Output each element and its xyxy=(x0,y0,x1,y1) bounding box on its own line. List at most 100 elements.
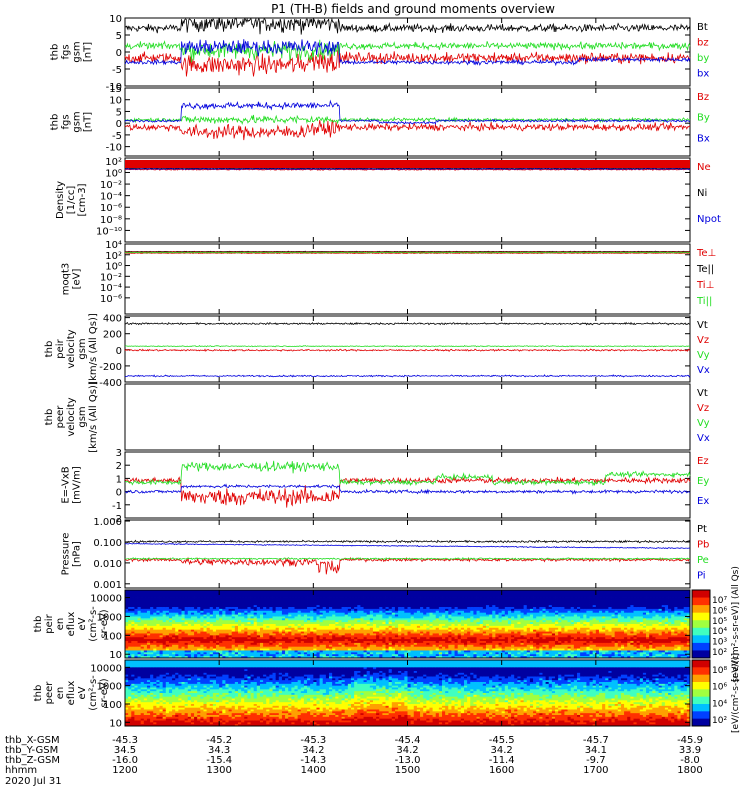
y-tick-label: 0.100 xyxy=(93,538,122,549)
legend-label: Pb xyxy=(697,540,709,551)
panel-frame xyxy=(125,88,690,156)
ylabel-line: thb xyxy=(50,114,61,131)
legend-label: Pe xyxy=(697,555,709,566)
legend-label: Te⊥ xyxy=(696,248,716,259)
ylabel-line: thb xyxy=(33,616,44,633)
y-tick-label: 10 xyxy=(109,96,122,107)
legend-label: Vz xyxy=(697,335,709,346)
legend-label: Ni xyxy=(697,188,707,199)
ylabel-line: (cm²-s- xyxy=(88,606,99,642)
ylabel-line: moqt3 xyxy=(61,263,72,296)
y-tick-label: 0 xyxy=(116,48,122,59)
ylabel-line: [1/cc] xyxy=(66,186,77,215)
panel-frame xyxy=(125,316,690,382)
y-tick-label: 200 xyxy=(103,330,122,341)
ylabel-line: Density xyxy=(55,181,66,219)
ylabel-line: en xyxy=(55,618,66,631)
y-tick-label: 400 xyxy=(103,314,122,325)
legend-label: Bt xyxy=(697,22,708,33)
y-tick-label: 5 xyxy=(116,107,122,118)
ylabel-line: E=-VxB xyxy=(61,466,72,503)
y-tick-label: 0 xyxy=(116,119,122,130)
panel-ylabel: Pressure[nPa] xyxy=(61,533,83,576)
legend-label: bx xyxy=(697,69,709,80)
legend-label: Vt xyxy=(697,320,708,331)
legend-label: Bx xyxy=(697,133,710,144)
y-tick-label: -200 xyxy=(99,362,122,373)
panel-ylabel: Density[1/cc][cm-3] xyxy=(55,181,88,219)
series-line-pt xyxy=(125,540,690,543)
panel-ylabel: thbfgsgsm[nT] xyxy=(50,41,94,62)
y-tick-label: 5 xyxy=(116,31,122,42)
panel-frame xyxy=(125,452,690,518)
plot-title: P1 (TH-B) fields and ground moments over… xyxy=(271,2,555,16)
legend-label: By xyxy=(697,113,710,124)
y-tick-label: 0 xyxy=(116,346,122,357)
y-tick-label: 10⁰ xyxy=(105,262,122,273)
legend-label: Ne xyxy=(697,162,711,173)
y-tick-label: 0.010 xyxy=(93,559,122,570)
y-tick-label: 0 xyxy=(116,488,122,499)
panel-dens: Density[1/cc][cm-3]10²10⁰10⁻²10⁻⁴10⁻⁶10⁻… xyxy=(55,157,721,242)
legend-label: Vx xyxy=(697,433,710,444)
ylabel-line: [km/s (All Qs)] xyxy=(88,313,99,385)
legend-label: Ti⊥ xyxy=(696,280,714,291)
ylabel-line: gsm xyxy=(72,41,83,62)
panel-ylabel: E=-VxB[mV/m] xyxy=(61,466,83,504)
y-tick-label: 10² xyxy=(105,157,122,168)
series-line-vt xyxy=(125,323,690,325)
series-line-vx xyxy=(125,375,690,377)
panel-vele: thbpeervelocitygsm[km/s (All Qs)]VtVzVyV… xyxy=(44,381,710,453)
panel-frame xyxy=(125,244,690,314)
panel-frame xyxy=(125,384,690,450)
ylabel-line: eV xyxy=(77,617,88,630)
legend-label: Te|| xyxy=(696,264,714,275)
legend-label: by xyxy=(697,53,709,64)
panel-ylabel: thbpeirvelocitygsm[km/s (All Qs)] xyxy=(44,313,99,385)
series-line-vz xyxy=(125,349,690,351)
series-line-ey xyxy=(125,461,690,485)
legend-label: Pt xyxy=(697,524,707,535)
ylabel-line: gsm xyxy=(72,111,83,132)
legend-label: Ti|| xyxy=(696,296,712,307)
ylabel-line: peer xyxy=(55,405,66,429)
legend-label: Bz xyxy=(697,92,709,103)
ylabel-line: velocity xyxy=(66,397,77,436)
ylabel-line: fgs xyxy=(61,44,72,59)
ylabel-line: eflux xyxy=(66,612,77,637)
ylabel-line: thb xyxy=(44,409,55,426)
legend-label: Ey xyxy=(697,476,709,487)
legend-label: Ex xyxy=(697,496,709,507)
ylabel-line: [nT] xyxy=(83,112,94,132)
panel-frame xyxy=(125,520,690,588)
legend-label: Vy xyxy=(697,350,710,361)
panel-temp: moqt3[eV]10⁴10²10⁰10⁻²10⁻⁴10⁻⁶Te⊥Te||Ti⊥… xyxy=(61,240,717,314)
y-tick-label: 10⁻⁸ xyxy=(100,215,122,226)
ylabel-line: gsm xyxy=(77,406,88,427)
y-tick-label: 10² xyxy=(105,251,122,262)
ylabel-line: [nPa] xyxy=(72,541,83,567)
y-tick-label: 2 xyxy=(116,461,122,472)
panel-press: Pressure[nPa]1.0000.1000.0100.001PtPbPeP… xyxy=(61,517,710,591)
y-tick-label: -400 xyxy=(99,378,122,389)
ylabel-line: [nT] xyxy=(83,42,94,62)
ylabel-line: gsm xyxy=(77,338,88,359)
panel-ylabel: thbpeirenefluxeV(cm²-s-sr-eV) xyxy=(33,606,110,642)
y-tick-label: -1 xyxy=(112,501,122,512)
y-tick-label: 10⁻⁶ xyxy=(100,203,122,214)
y-tick-label: 10 xyxy=(109,14,122,25)
legend-label: bz xyxy=(697,38,709,49)
y-tick-label: 15 xyxy=(109,84,122,95)
y-tick-label: -5 xyxy=(112,65,122,76)
y-tick-label: 10⁻⁴ xyxy=(100,192,122,203)
ylabel-line: [mV/m] xyxy=(72,466,83,504)
ylabel-line: velocity xyxy=(66,329,77,368)
panel-frame xyxy=(125,158,690,242)
ylabel-line: Pressure xyxy=(61,533,72,576)
ylabel-line: [cm-3] xyxy=(77,183,88,216)
y-tick-label: 3 xyxy=(116,448,122,459)
